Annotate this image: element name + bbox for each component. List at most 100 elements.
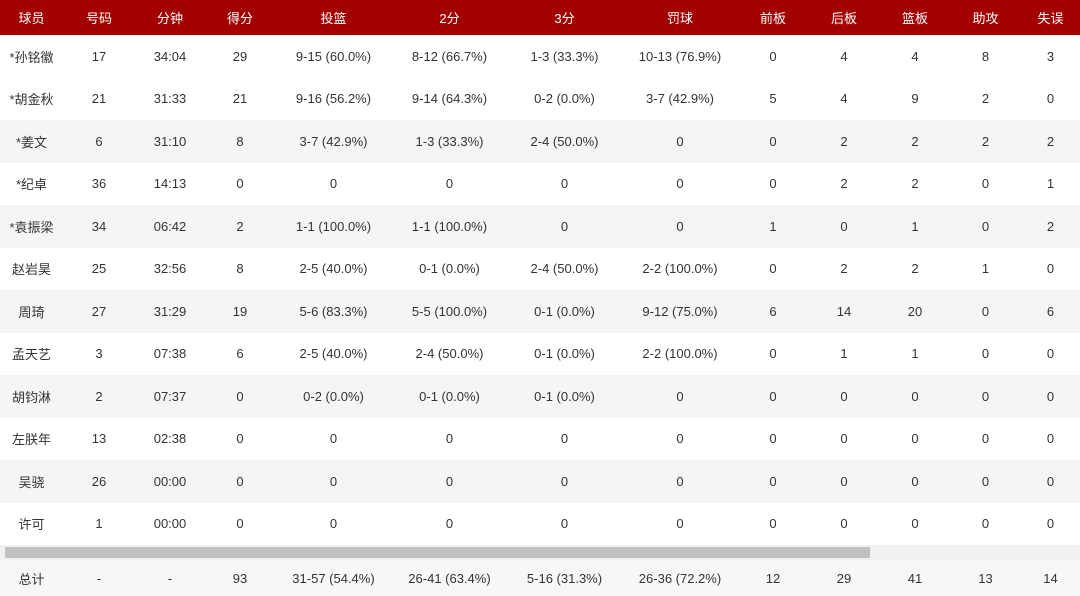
- cell: 2-5 (40.0%): [299, 261, 368, 277]
- cell: 31:10: [135, 120, 205, 163]
- cell: 0: [676, 516, 684, 532]
- cell: *胡金秋: [9, 92, 54, 108]
- cell: 31:33: [153, 91, 187, 107]
- column-header: 分钟: [135, 0, 205, 35]
- cell: 9-12 (75.0%): [622, 290, 738, 333]
- cell: 0: [981, 516, 990, 532]
- cell: 4: [840, 91, 848, 107]
- cell: *袁振梁: [0, 205, 63, 248]
- cell: 4: [911, 48, 919, 64]
- cell: 0: [236, 516, 244, 532]
- cell: 0: [676, 176, 684, 192]
- column-header: 失误: [1021, 0, 1080, 35]
- cell: 8: [981, 48, 990, 64]
- cell: 2: [840, 176, 848, 192]
- column-header: 助攻: [950, 0, 1021, 35]
- cell: 0: [950, 375, 1021, 418]
- cell: 25: [91, 261, 107, 277]
- cell: 0: [769, 516, 777, 532]
- total-cell: 13: [950, 560, 1021, 596]
- cell: *孙铭徽: [9, 49, 54, 65]
- column-header: 得分: [205, 0, 275, 35]
- cell: 赵岩昊: [11, 262, 51, 278]
- cell: 6: [63, 120, 135, 163]
- cell: 32:56: [153, 261, 187, 277]
- player-row: *孙铭徽 17 34:04 29 9-15 (60.0%) 8-12 (66.7%) 1-3…: [0, 35, 1080, 78]
- cell: 21: [232, 91, 248, 107]
- cell: 6: [236, 346, 244, 362]
- cell: 1: [880, 205, 950, 248]
- cell: 0: [560, 176, 569, 192]
- cell: 0: [445, 516, 454, 532]
- cell: 3: [1046, 48, 1055, 64]
- cell: 0: [981, 176, 990, 192]
- cell: 2-4 (50.0%): [530, 261, 599, 277]
- cell: 孟天艺: [11, 347, 51, 363]
- total-cell: 5-16 (31.3%): [507, 560, 622, 596]
- cell: 2: [808, 120, 880, 163]
- player-row: 左朕年 13 02:38 0 0 0 0 0 0 0 0 0 0: [0, 418, 1080, 461]
- scrollbar[interactable]: [0, 545, 1080, 560]
- cell: 0: [738, 120, 808, 163]
- cell: 0: [622, 205, 738, 248]
- stats-table: 球员 号码 分钟 得分 投篮 2分 3分 罚球 前板 后板 篮板 助攻 失误 *孙铭徽 17 34:04 29…: [0, 0, 1080, 532]
- cell: 0: [205, 375, 275, 418]
- total-cell: 31-57 (54.4%): [275, 560, 392, 596]
- cell: 周琦: [0, 290, 63, 333]
- cell: 6: [738, 290, 808, 333]
- cell: 2: [840, 261, 848, 277]
- column-header: 篮板: [880, 0, 950, 35]
- cell: 1: [95, 516, 103, 532]
- total-cell: 14: [1021, 560, 1080, 596]
- cell: 1: [1046, 176, 1055, 192]
- player-row: 周琦 27 31:29 19 5-6 (83.3%) 5-5 (100.0%) 0-1 (0…: [0, 290, 1080, 333]
- cell: 1-3 (33.3%): [530, 48, 599, 64]
- cell: 07:38: [153, 346, 187, 362]
- cell: 2: [1021, 120, 1080, 163]
- cell: 0: [622, 460, 738, 503]
- total-row: 总计 - -93 31-57 (54.4%) 26-41 (63.4%) 5-16 (31…: [0, 560, 1080, 596]
- player-row: 孟天艺 3 07:38 6 2-5 (40.0%) 2-4 (50.0%) 0-1 (0.0…: [0, 333, 1080, 376]
- cell: 0: [445, 176, 454, 192]
- total-cell: 总计: [0, 560, 63, 596]
- total-cell: 26-36 (72.2%): [622, 560, 738, 596]
- cell: *纪卓: [15, 177, 48, 193]
- cell: 2: [880, 120, 950, 163]
- total-cell: 12: [738, 560, 808, 596]
- cell: 左朕年: [11, 432, 51, 448]
- cell: 0: [329, 176, 338, 192]
- cell: 2-4 (50.0%): [415, 346, 484, 362]
- cell: 2-5 (40.0%): [299, 346, 368, 362]
- cell: 0: [1021, 375, 1080, 418]
- cell: 0: [808, 205, 880, 248]
- cell: 0: [880, 460, 950, 503]
- total-cell: 41: [880, 560, 950, 596]
- cell: 2: [63, 375, 135, 418]
- player-row: *纪卓 36 14:13 0 0 0 0 0 0 2 2 0 1: [0, 163, 1080, 206]
- total-cell: 29: [808, 560, 880, 596]
- cell: 3-7 (42.9%): [646, 91, 714, 107]
- cell: 0: [1046, 91, 1055, 107]
- cell: 0: [1046, 431, 1055, 447]
- player-row: *袁振梁 34 06:42 2 1-1 (100.0%) 1-1 (100.0%) 0 0 1 0…: [0, 205, 1080, 248]
- cell: 6: [1021, 290, 1080, 333]
- cell: 0: [981, 346, 990, 362]
- cell: 0: [911, 516, 919, 532]
- player-row: *姜文 6 31:10 8 3-7 (42.9%) 1-3 (33.3%) 2-4 (50.…: [0, 120, 1080, 163]
- column-header: 2分: [392, 0, 507, 35]
- cell: 1: [840, 346, 848, 362]
- cell: 0-2 (0.0%): [275, 375, 392, 418]
- cell: 17: [91, 48, 107, 64]
- player-row: 赵岩昊 25 32:56 8 2-5 (40.0%) 0-1 (0.0%) 2-4 (50.…: [0, 248, 1080, 291]
- scroll-thumb[interactable]: [5, 547, 870, 558]
- cell: 2: [1021, 205, 1080, 248]
- cell: 0: [769, 261, 777, 277]
- cell: 0: [507, 460, 622, 503]
- cell: 1: [981, 261, 990, 277]
- cell: 10-13 (76.9%): [638, 48, 722, 64]
- cell: 34:04: [153, 48, 187, 64]
- cell: 1-3 (33.3%): [392, 120, 507, 163]
- cell: 0: [560, 431, 569, 447]
- cell: 0: [1046, 261, 1055, 277]
